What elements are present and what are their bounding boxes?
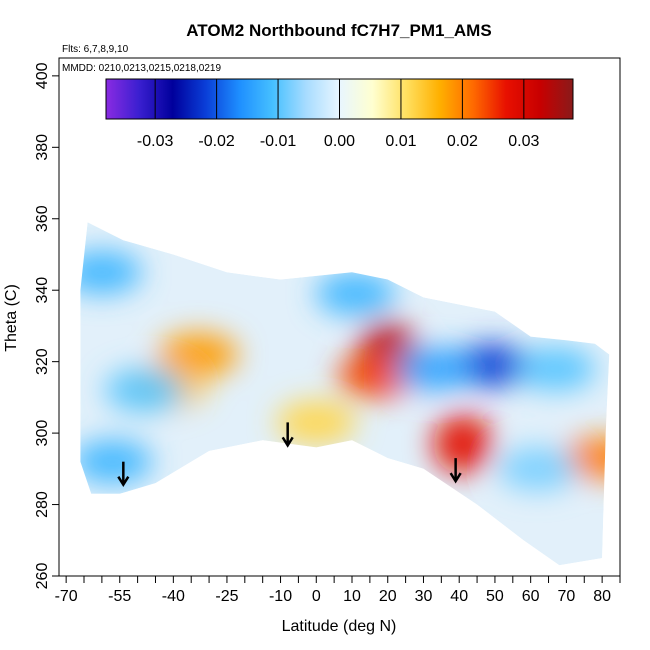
y-tick-label: 280 xyxy=(34,491,51,518)
data-field xyxy=(80,222,610,566)
arrow-marker xyxy=(449,458,462,484)
y-tick-label: 300 xyxy=(34,420,51,447)
hotspot xyxy=(562,436,610,481)
x-tick-label: -10 xyxy=(269,588,292,605)
x-axis-label: Latitude (deg N) xyxy=(282,618,397,635)
y-tick-label: 320 xyxy=(34,348,51,375)
hotspot xyxy=(80,439,153,484)
hotspot xyxy=(158,332,239,377)
arrow-marker xyxy=(117,461,130,488)
x-tick-label: -25 xyxy=(215,588,238,605)
x-tick-label: 30 xyxy=(415,588,433,605)
x-tick-label: 20 xyxy=(379,588,397,605)
x-tick-label: -70 xyxy=(55,588,78,605)
colorbar-tick-label: -0.01 xyxy=(260,133,297,150)
hotspot xyxy=(80,250,142,295)
colorbar-tick-label: 0.03 xyxy=(508,133,539,150)
y-tick-label: 400 xyxy=(34,62,51,89)
colorbar-tick-label: -0.02 xyxy=(198,133,235,150)
x-axis: -70 -55 -40 -25 -10 0 10 20 30 40 50 60 70 80 xyxy=(55,576,621,605)
x-tick-label: 10 xyxy=(343,588,361,605)
y-tick-label: 340 xyxy=(34,277,51,304)
x-tick-label: 50 xyxy=(486,588,504,605)
plot-frame xyxy=(58,57,621,577)
x-tick-label: 70 xyxy=(558,588,576,605)
y-tick-label: 380 xyxy=(34,134,51,161)
hotspot xyxy=(432,413,493,474)
flights-label: Flts: 6,7,8,9,10 xyxy=(62,44,129,55)
hotspot xyxy=(497,446,578,491)
hotspot xyxy=(104,368,185,413)
hotspot xyxy=(394,346,475,391)
y-axis: 260 280 300 320 340 360 380 400 xyxy=(34,62,59,589)
x-tick-label: 40 xyxy=(450,588,468,605)
hotspot xyxy=(276,400,357,445)
colorbar-tick-label: 0.02 xyxy=(447,133,478,150)
dates-label: MMDD: 0210,0213,0215,0218,0219 xyxy=(62,63,221,74)
hotspot xyxy=(315,271,396,316)
x-tick-label: -40 xyxy=(162,588,185,605)
colorbar-tick-label: 0.01 xyxy=(385,133,416,150)
arrow-marker xyxy=(281,422,294,448)
x-tick-label: 0 xyxy=(312,588,321,605)
y-axis-label: Theta (C) xyxy=(3,284,20,352)
chart-title: ATOM2 Northbound fC7H7_PM1_AMS xyxy=(186,21,491,40)
x-tick-label: -55 xyxy=(108,588,131,605)
colorbar-tick-label: 0.00 xyxy=(324,133,355,150)
y-tick-label: 260 xyxy=(34,563,51,590)
field-background xyxy=(80,222,610,566)
colorbar: -0.03 -0.02 -0.01 0.00 0.01 0.02 0.03 xyxy=(105,78,574,150)
colorbar-tick-label: -0.03 xyxy=(137,133,174,150)
x-tick-label: 80 xyxy=(593,588,611,605)
arrow-layer xyxy=(117,422,462,488)
x-tick-label: 60 xyxy=(522,588,540,605)
y-tick-label: 360 xyxy=(34,205,51,232)
hotspot xyxy=(515,346,596,391)
